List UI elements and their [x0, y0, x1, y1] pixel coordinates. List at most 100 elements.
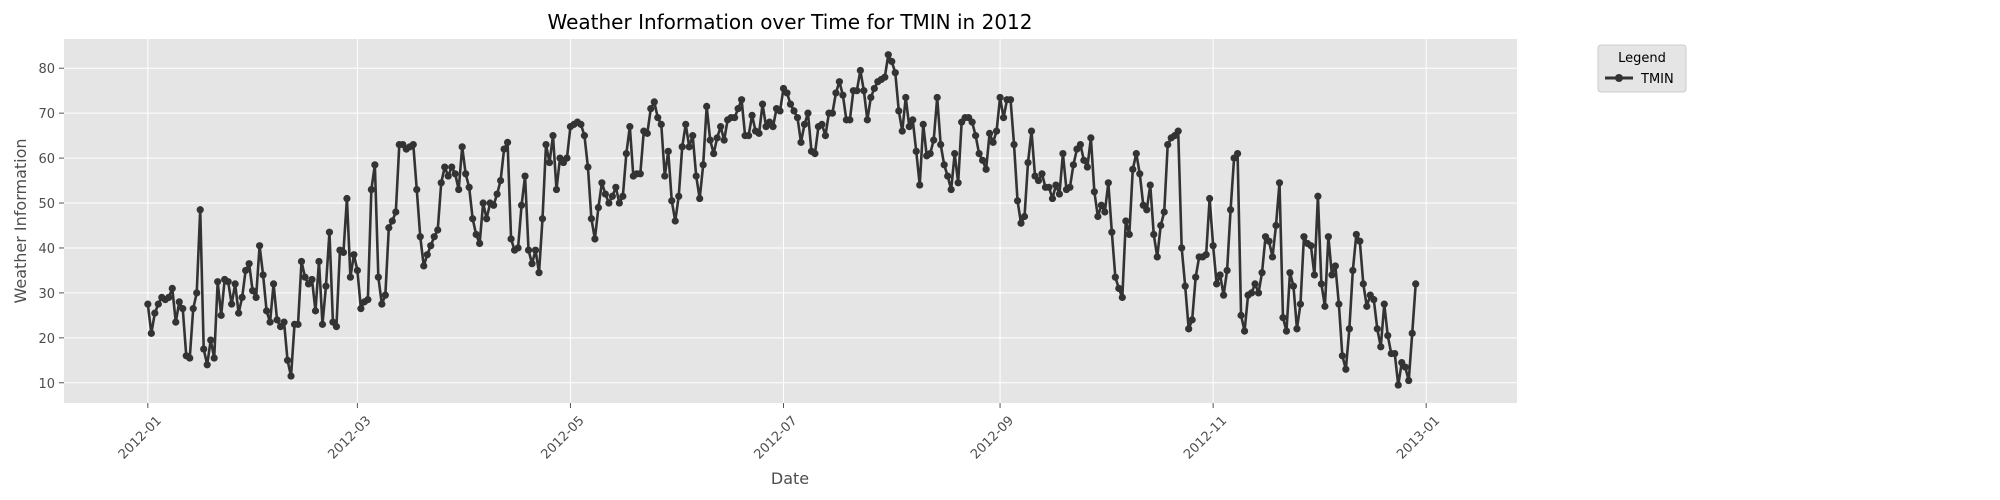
- data-point: [979, 156, 987, 164]
- data-point: [186, 354, 194, 362]
- data-point: [563, 154, 571, 162]
- data-point: [982, 165, 990, 173]
- data-point: [682, 120, 690, 128]
- data-point: [755, 129, 763, 137]
- data-point: [675, 192, 683, 200]
- data-point: [1380, 300, 1388, 308]
- data-point: [786, 100, 795, 108]
- data-point: [437, 179, 445, 187]
- data-point: [615, 199, 623, 207]
- data-point: [898, 127, 906, 135]
- data-point: [311, 307, 320, 315]
- data-point: [1279, 314, 1287, 322]
- data-point: [283, 356, 292, 364]
- data-point: [545, 158, 554, 167]
- data-point: [385, 224, 393, 232]
- data-point: [538, 215, 547, 223]
- data-point: [626, 123, 634, 131]
- data-point: [503, 138, 512, 146]
- data-point: [217, 311, 225, 319]
- data-point: [1314, 192, 1322, 200]
- data-point: [1181, 282, 1189, 290]
- data-point: [465, 183, 473, 191]
- x-tick-label: 2012-09: [968, 413, 1017, 462]
- data-point: [689, 132, 697, 140]
- data-point: [1206, 194, 1214, 203]
- data-point: [926, 149, 934, 158]
- data-point: [643, 129, 651, 137]
- data-point: [1377, 343, 1385, 351]
- data-point: [619, 192, 627, 200]
- data-point: [1129, 165, 1137, 173]
- data-point: [584, 163, 592, 171]
- data-point: [1338, 352, 1346, 360]
- data-point: [647, 105, 655, 113]
- data-point: [1146, 181, 1154, 189]
- data-point: [972, 132, 980, 140]
- data-point: [828, 109, 837, 117]
- data-point: [200, 345, 208, 353]
- data-point: [249, 287, 257, 295]
- legend[interactable]: Legend TMIN: [1597, 44, 1687, 93]
- data-point: [668, 197, 676, 205]
- data-point: [1153, 253, 1161, 261]
- data-point: [224, 278, 232, 286]
- data-point: [353, 266, 361, 275]
- data-point: [517, 201, 526, 209]
- data-point: [992, 127, 1001, 135]
- x-tick-label: 2012-07: [752, 413, 801, 462]
- data-point: [318, 320, 327, 328]
- data-point: [1010, 141, 1018, 149]
- data-point: [441, 163, 449, 171]
- data-point: [1017, 219, 1025, 227]
- data-point: [1310, 271, 1319, 279]
- data-point: [256, 242, 264, 250]
- data-point: [985, 129, 994, 137]
- data-point: [322, 282, 330, 290]
- data-point: [479, 199, 487, 207]
- data-point: [1108, 228, 1116, 236]
- data-point: [1150, 230, 1158, 239]
- data-point: [444, 172, 452, 180]
- data-point: [235, 309, 243, 317]
- data-point: [1027, 127, 1036, 135]
- data-point: [552, 185, 561, 194]
- data-point: [409, 141, 417, 149]
- data-point: [692, 172, 700, 180]
- data-point: [888, 57, 896, 66]
- data-point: [1038, 170, 1046, 178]
- data-point: [388, 217, 396, 225]
- data-point: [315, 257, 323, 266]
- data-point: [203, 361, 211, 369]
- data-point: [1237, 311, 1245, 319]
- data-point: [968, 118, 976, 126]
- data-point: [1136, 170, 1144, 178]
- data-point: [364, 296, 372, 304]
- data-point: [1045, 183, 1053, 191]
- data-point: [430, 233, 438, 241]
- data-point: [325, 228, 334, 236]
- data-point: [1408, 329, 1416, 337]
- data-point: [413, 185, 421, 194]
- data-point: [1118, 293, 1126, 301]
- data-point: [1052, 181, 1060, 189]
- data-point: [916, 181, 924, 189]
- data-point: [1258, 269, 1266, 277]
- data-point: [193, 289, 201, 297]
- data-point: [535, 269, 543, 277]
- data-point: [1076, 141, 1084, 149]
- data-point: [357, 305, 365, 313]
- data-point: [332, 323, 341, 331]
- data-point: [1233, 149, 1242, 158]
- data-point: [531, 246, 540, 254]
- x-axis-title: Date: [771, 469, 809, 488]
- data-point: [472, 230, 480, 239]
- y-tick-label: 60: [38, 152, 55, 167]
- data-point: [793, 114, 802, 122]
- data-point: [1013, 197, 1022, 205]
- data-point: [1164, 141, 1172, 149]
- data-point: [1307, 242, 1315, 250]
- data-point: [1122, 217, 1130, 225]
- data-point: [664, 147, 672, 155]
- data-point: [1104, 179, 1112, 187]
